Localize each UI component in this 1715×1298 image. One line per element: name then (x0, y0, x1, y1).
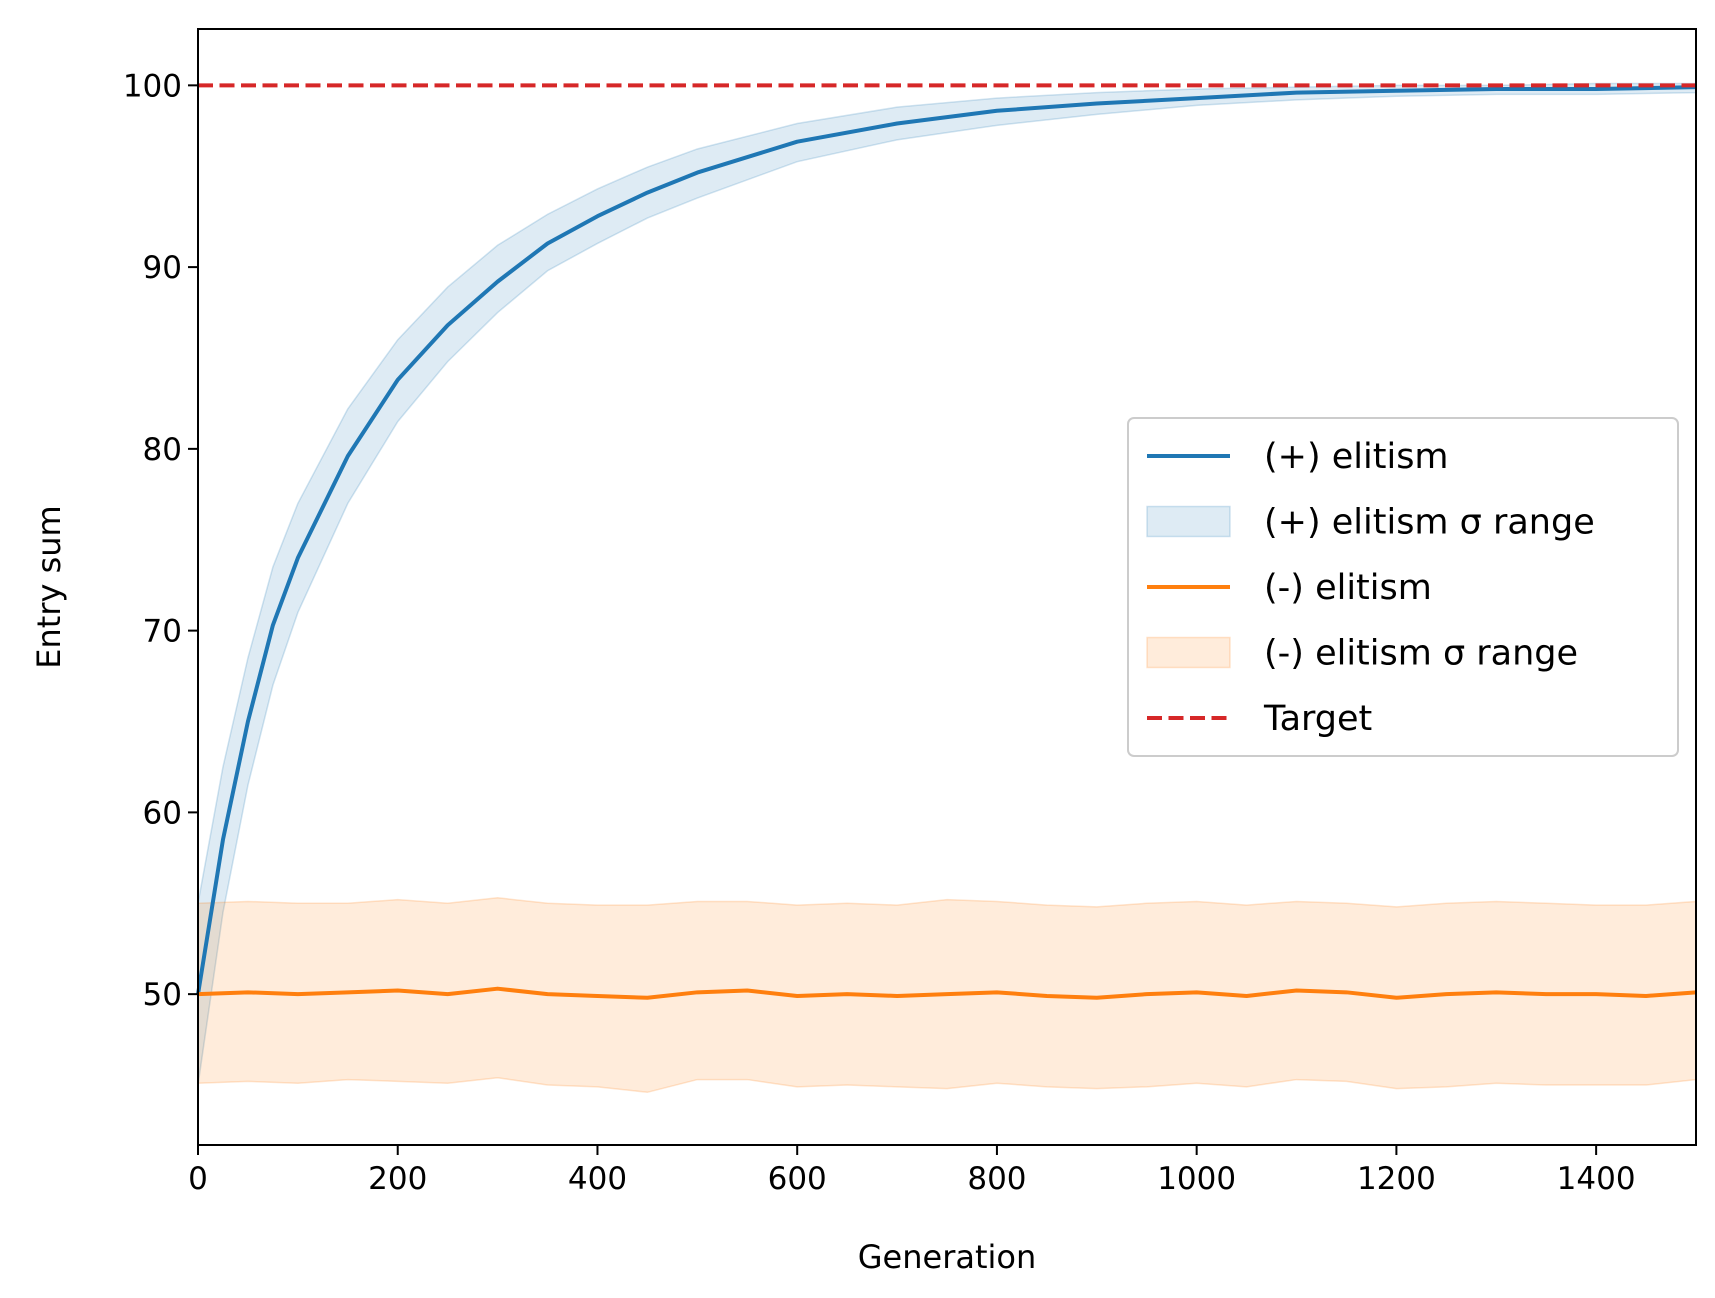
legend-label-target: Target (1263, 699, 1372, 739)
y-tick-label: 90 (143, 250, 182, 286)
legend: (+) elitism (+) elitism σ range (-) elitis… (1127, 417, 1679, 757)
y-tick-label: 100 (123, 68, 182, 104)
y-tick-label: 50 (143, 977, 182, 1013)
legend-label-elitism-sigma-range: (+) elitism σ range (1264, 503, 1595, 543)
x-tick-label: 800 (967, 1161, 1026, 1197)
y-axis-label: Entry sum (30, 505, 68, 668)
y-axis: 50 60 70 80 90 100 (123, 68, 198, 1013)
x-tick-label: 1400 (1557, 1161, 1636, 1197)
legend-swatch-elitism-sigma-range (1146, 505, 1231, 538)
x-tick-label: 1000 (1157, 1161, 1236, 1197)
x-tick-label: 200 (368, 1161, 427, 1197)
legend-label-elitism-sigma-range: (-) elitism σ range (1264, 634, 1578, 674)
legend-label-elitism: (-) elitism (1264, 568, 1432, 608)
plot-area (196, 82, 1697, 1094)
x-tick-label: 400 (568, 1161, 627, 1197)
x-tick-label: 600 (768, 1161, 827, 1197)
y-tick-label: 70 (143, 614, 182, 650)
x-tick-label: 1200 (1357, 1161, 1436, 1197)
y-tick-label: 60 (143, 795, 182, 831)
x-axis-label: Generation (858, 1238, 1037, 1276)
legend-box (1127, 417, 1679, 757)
legend-label-elitism: (+) elitism (1264, 437, 1449, 477)
elitism-line (197, 986, 1697, 1000)
x-tick-label: 0 (188, 1161, 208, 1197)
axes-frame (197, 28, 1697, 1146)
x-axis: 0 200 400 600 800 1000 1200 1400 (188, 1145, 1636, 1197)
elitism-line (196, 85, 1697, 995)
legend-swatch-elitism-sigma-range (1146, 636, 1231, 669)
y-tick-label: 80 (143, 432, 182, 468)
